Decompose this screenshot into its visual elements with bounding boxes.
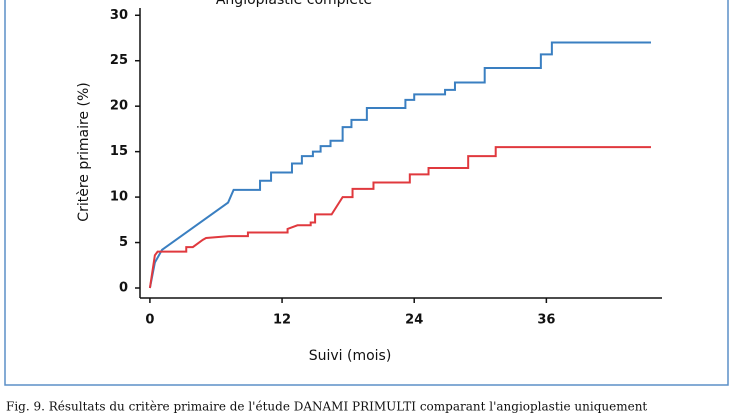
frame	[4, 0, 729, 386]
line	[148, 41, 651, 289]
y-tick-label: 5	[119, 235, 128, 250]
y-tick-label: 10	[110, 190, 128, 205]
line	[148, 146, 651, 289]
chart-title: Angioplastie complète	[216, 0, 372, 8]
x-tick-label: 0	[145, 313, 154, 328]
y-tick-label: 15	[110, 144, 128, 159]
x-axis-label: Suivi (mois)	[309, 348, 392, 364]
y-tick-label: 30	[110, 8, 128, 23]
y-tick-label: 20	[110, 99, 128, 114]
x-tick-label: 36	[537, 313, 555, 328]
y-tick-label: 0	[119, 281, 128, 296]
y-axis-label: Critère primaire (%)	[76, 82, 92, 221]
caption: Fig. 9. Résultats du critère primaire de…	[6, 400, 647, 413]
x-tick-label: 24	[405, 313, 423, 328]
y-tick-label: 25	[110, 53, 128, 68]
x-tick-label: 12	[273, 313, 291, 328]
